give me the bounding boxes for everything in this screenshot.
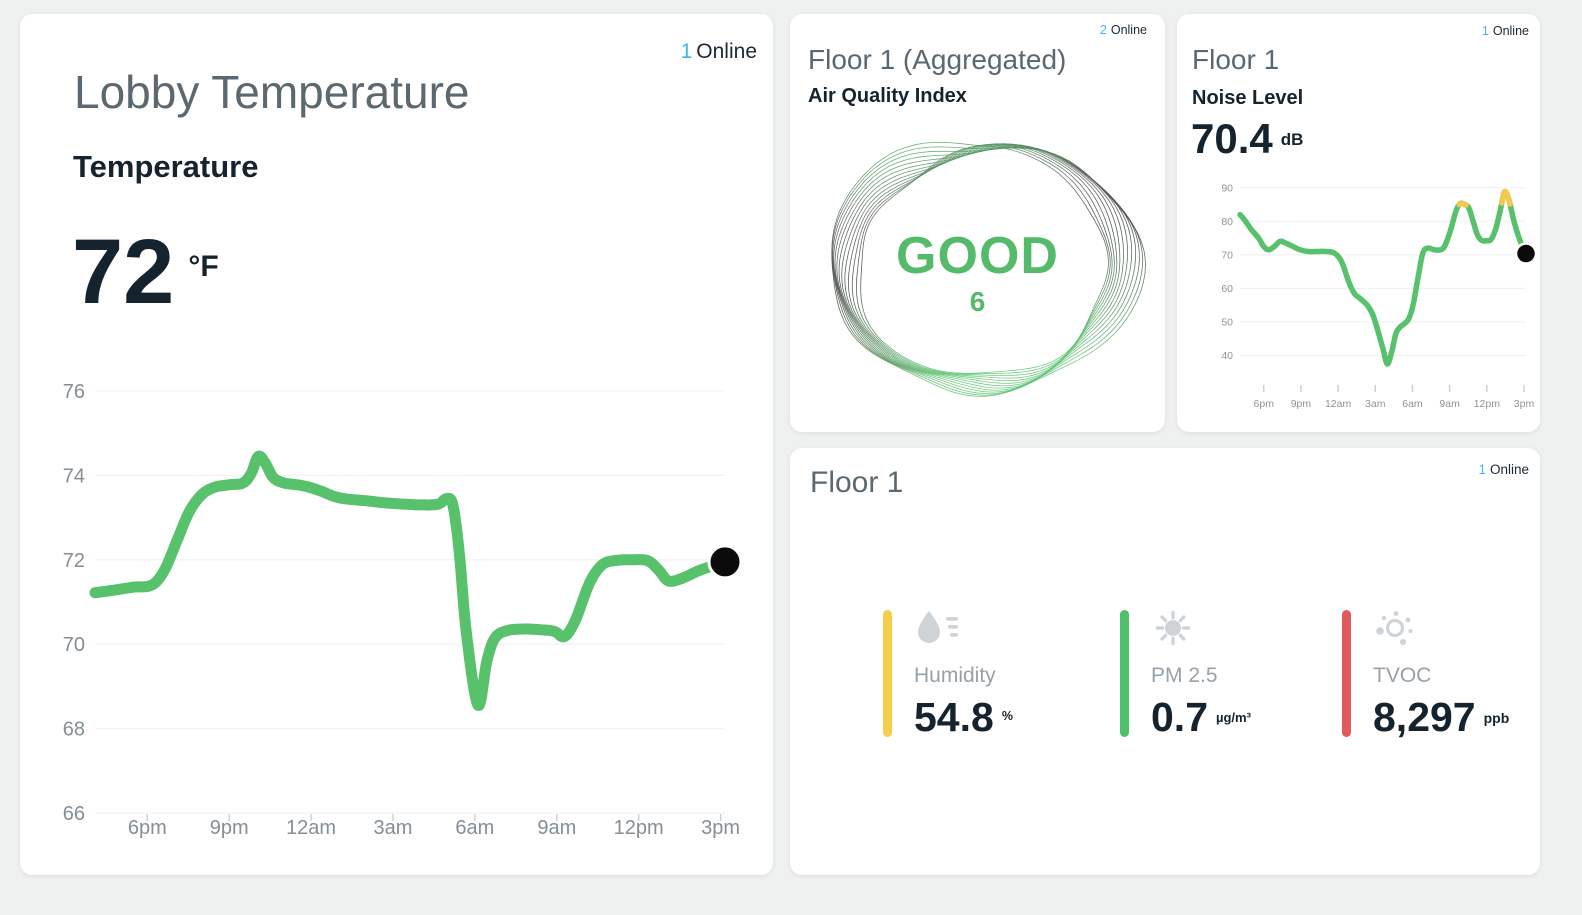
value-unit: dB bbox=[1280, 130, 1304, 149]
aqi-spiral-visualization bbox=[831, 141, 1146, 397]
value-number: 54.8 bbox=[914, 694, 994, 740]
value-unit: % bbox=[1001, 709, 1013, 723]
svg-text:3am: 3am bbox=[374, 817, 413, 839]
noise-line-chart[interactable]: 90 80 70 60 50 40 6pm 9pm 12am 3am 6am 9am 12pm 3pm bbox=[1177, 166, 1540, 422]
value-unit: µg/m³ bbox=[1216, 710, 1251, 725]
svg-text:3am: 3am bbox=[1365, 398, 1386, 410]
svg-text:6am: 6am bbox=[1402, 398, 1423, 410]
svg-text:70: 70 bbox=[1221, 250, 1233, 262]
temperature-value: 72 °F bbox=[72, 226, 219, 318]
svg-text:72: 72 bbox=[63, 550, 85, 572]
svg-text:9pm: 9pm bbox=[1291, 398, 1312, 410]
svg-text:6pm: 6pm bbox=[1254, 398, 1275, 410]
svg-text:6pm: 6pm bbox=[128, 817, 167, 839]
online-status-badge: 2 Online bbox=[1100, 23, 1147, 37]
online-label: Online bbox=[696, 40, 757, 63]
pm25-metric: PM 2.5 0.7 µg/m³ bbox=[1120, 610, 1251, 738]
svg-text:70: 70 bbox=[63, 634, 85, 656]
card-title: Floor 1 bbox=[810, 466, 904, 499]
tvoc-accent-bar bbox=[1342, 610, 1351, 737]
air-quality-card: 2 Online Floor 1 (Aggregated) Air Quality… bbox=[790, 14, 1165, 432]
value-unit: ppb bbox=[1483, 710, 1510, 726]
aqi-score: 6 bbox=[969, 286, 986, 317]
svg-text:90: 90 bbox=[1221, 182, 1233, 194]
svg-text:6am: 6am bbox=[455, 817, 494, 839]
svg-text:3pm: 3pm bbox=[1514, 398, 1535, 410]
value-number: 72 bbox=[72, 221, 175, 323]
online-status-badge: 1 Online bbox=[681, 40, 757, 64]
metric-value: 54.8 % bbox=[914, 697, 1013, 738]
metric-value: 8,297 ppb bbox=[1373, 697, 1509, 738]
metric-value: 0.7 µg/m³ bbox=[1151, 697, 1251, 738]
noise-level-card: 1 Online Floor 1 Noise Level 70.4 dB 90 80… bbox=[1177, 14, 1540, 432]
svg-text:50: 50 bbox=[1221, 317, 1233, 329]
svg-text:9am: 9am bbox=[537, 817, 576, 839]
svg-text:60: 60 bbox=[1221, 283, 1233, 295]
card-title: Lobby Temperature bbox=[74, 66, 470, 118]
svg-text:66: 66 bbox=[63, 803, 85, 825]
online-count: 2 bbox=[1099, 23, 1107, 37]
value-unit: °F bbox=[188, 250, 219, 283]
svg-text:80: 80 bbox=[1221, 216, 1233, 228]
online-status-badge: 1 Online bbox=[1478, 462, 1529, 477]
svg-text:9pm: 9pm bbox=[210, 817, 249, 839]
molecule-icon bbox=[1376, 611, 1413, 645]
value-number: 70.4 bbox=[1191, 115, 1273, 162]
metric-name: PM 2.5 bbox=[1151, 664, 1218, 687]
online-count: 1 bbox=[1481, 24, 1489, 38]
metric-label: Air Quality Index bbox=[808, 85, 967, 107]
noise-value: 70.4 dB bbox=[1191, 118, 1303, 160]
online-label: Online bbox=[1489, 462, 1529, 477]
svg-text:12pm: 12pm bbox=[614, 817, 664, 839]
card-title: Floor 1 bbox=[1192, 44, 1280, 75]
card-title: Floor 1 (Aggregated) bbox=[808, 44, 1067, 75]
value-number: 8,297 bbox=[1373, 694, 1476, 740]
online-label: Online bbox=[1492, 24, 1529, 38]
online-count: 1 bbox=[1478, 462, 1486, 477]
svg-text:76: 76 bbox=[63, 381, 85, 403]
environment-metrics-card: 1 Online Floor 1 Humidity 54.8 % bbox=[790, 448, 1540, 875]
svg-text:68: 68 bbox=[63, 719, 85, 741]
svg-text:12am: 12am bbox=[286, 817, 336, 839]
humidity-metric: Humidity 54.8 % bbox=[883, 610, 1013, 738]
metric-label: Noise Level bbox=[1192, 87, 1304, 109]
svg-text:3pm: 3pm bbox=[701, 817, 740, 839]
svg-text:40: 40 bbox=[1221, 350, 1233, 362]
online-status-badge: 1 Online bbox=[1482, 24, 1529, 38]
svg-text:9am: 9am bbox=[1439, 398, 1460, 410]
metric-name: TVOC bbox=[1373, 664, 1432, 687]
value-number: 0.7 bbox=[1151, 694, 1208, 740]
online-label: Online bbox=[1110, 23, 1147, 37]
tvoc-metric: TVOC 8,297 ppb bbox=[1342, 610, 1509, 738]
svg-text:74: 74 bbox=[63, 465, 85, 487]
metric-name: Humidity bbox=[914, 664, 996, 687]
online-count: 1 bbox=[680, 40, 693, 63]
particulate-icon bbox=[1155, 610, 1191, 646]
aqi-status-text: GOOD bbox=[896, 227, 1059, 285]
metric-label: Temperature bbox=[73, 149, 259, 184]
pm25-accent-bar bbox=[1120, 610, 1129, 737]
svg-text:12am: 12am bbox=[1325, 398, 1352, 410]
temperature-line-chart[interactable]: 76 74 72 70 68 66 6pm 9pm 12am 3am 6am 9am 12pm 3pm bbox=[20, 360, 773, 860]
droplet-icon bbox=[918, 611, 958, 643]
humidity-accent-bar bbox=[883, 610, 892, 737]
svg-text:12pm: 12pm bbox=[1474, 398, 1501, 410]
lobby-temperature-card: 1 Online Lobby Temperature Temperature 72… bbox=[20, 14, 773, 875]
